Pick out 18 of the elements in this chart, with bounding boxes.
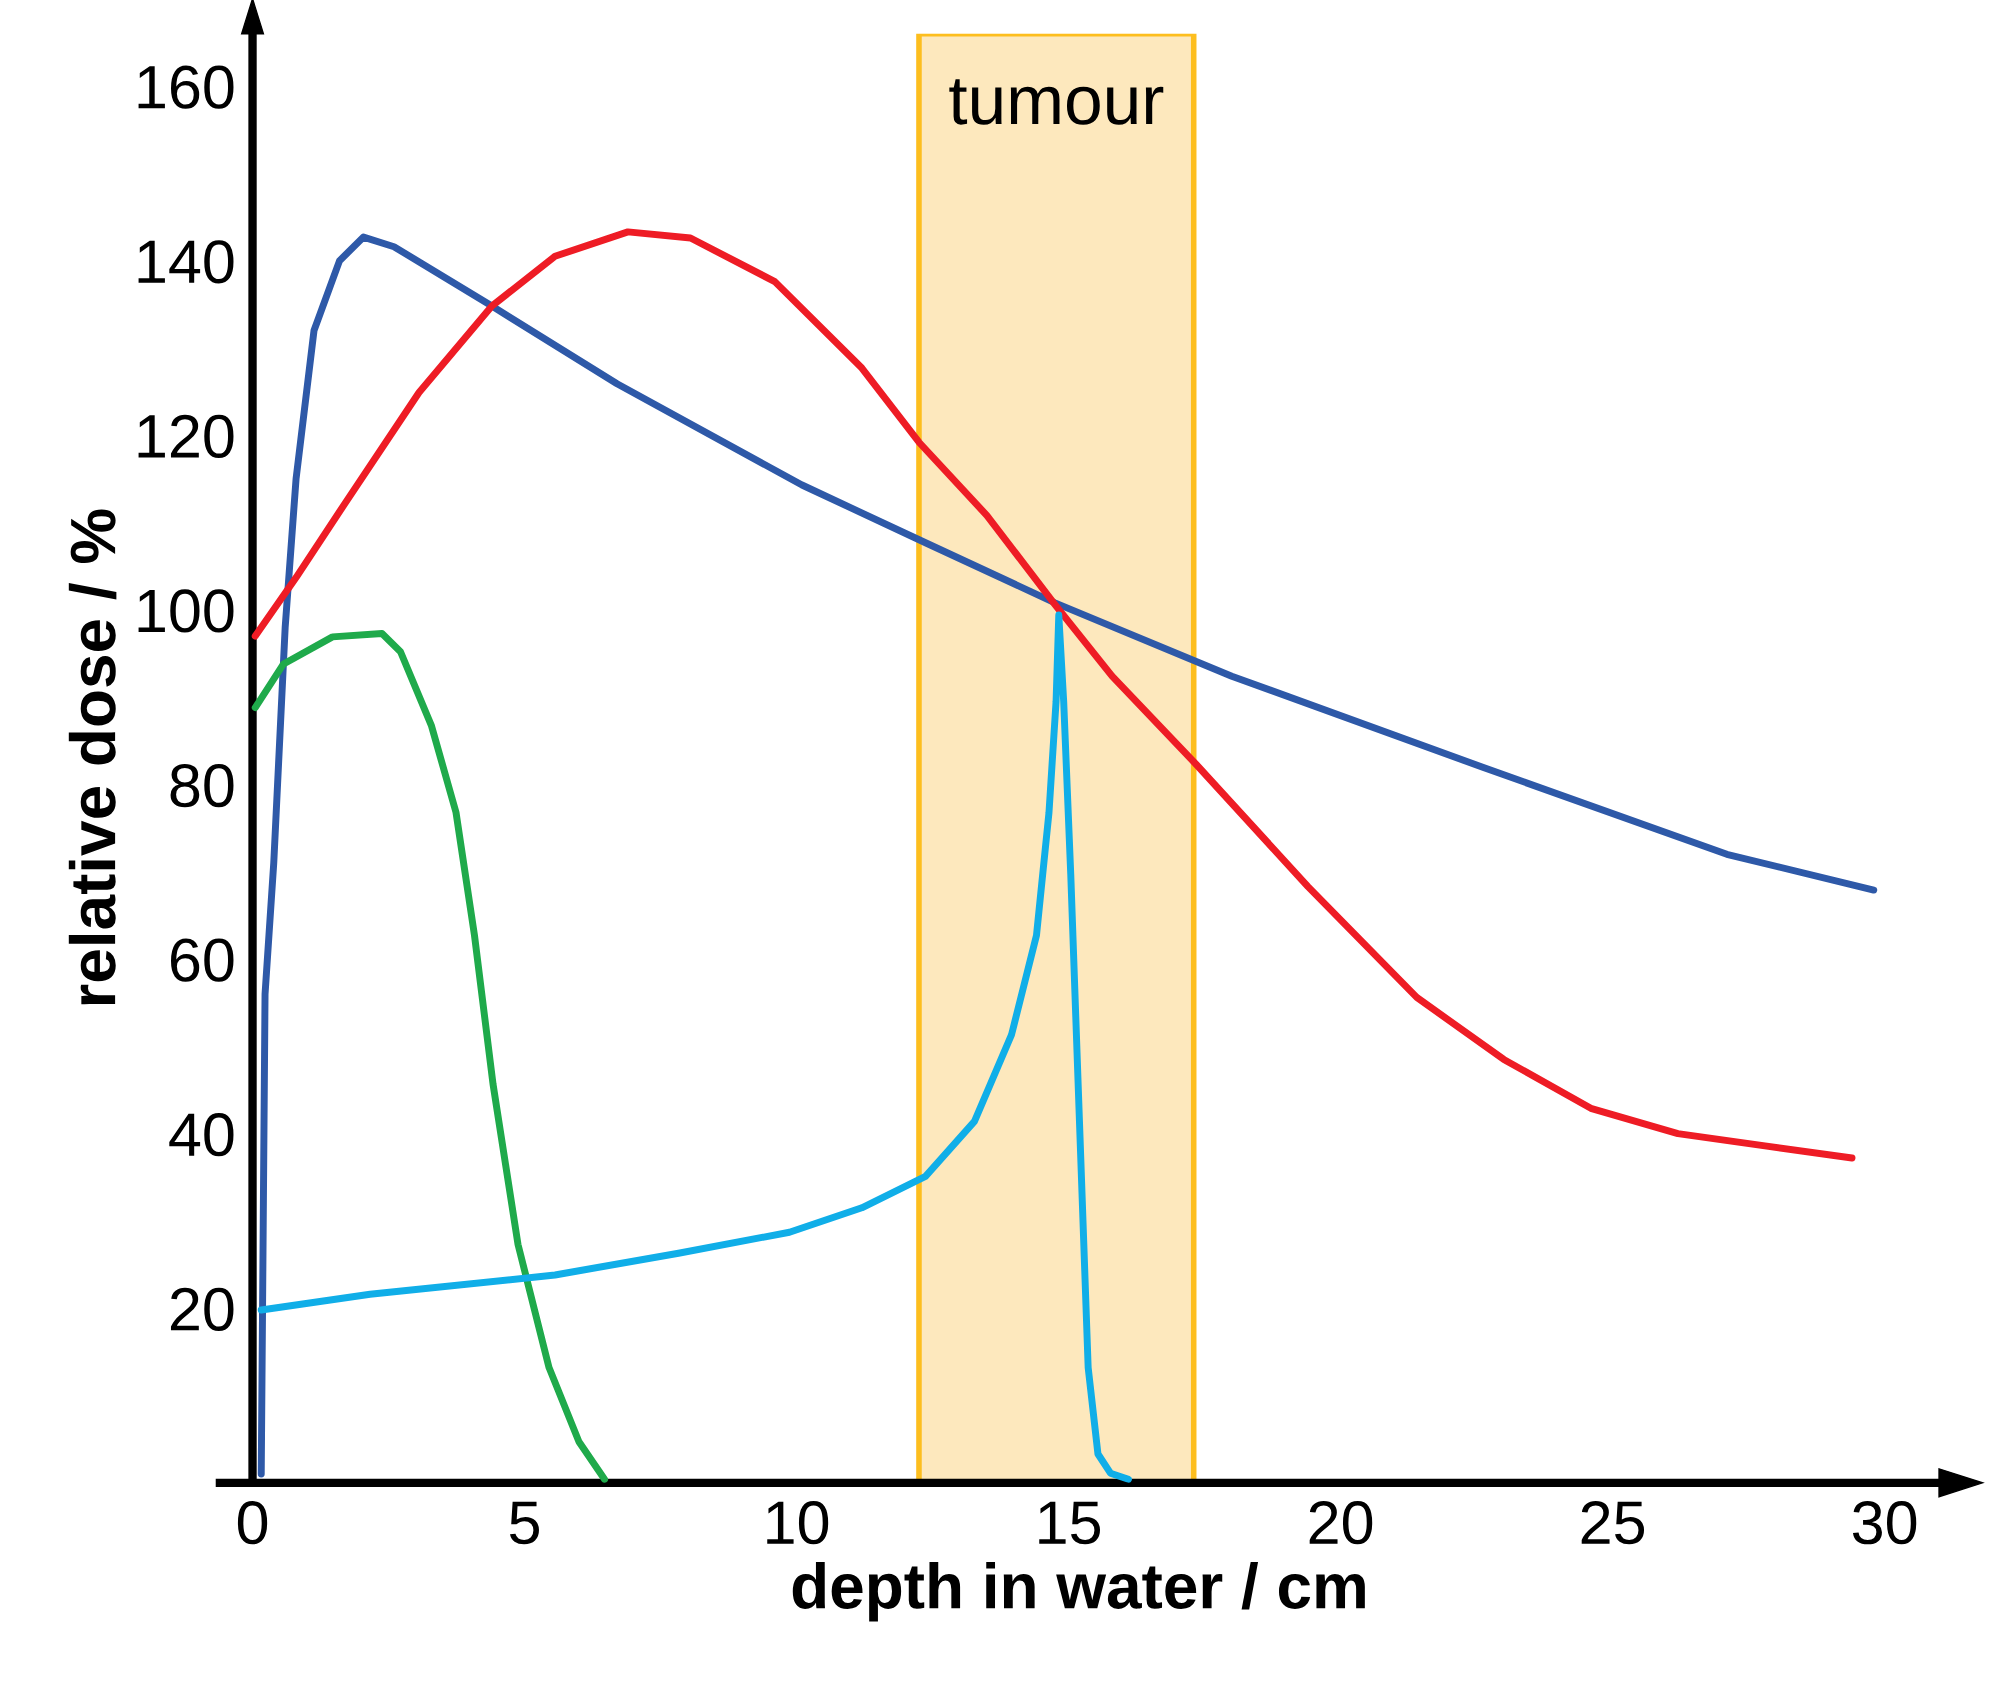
y-tick-label: 120 [138,414,234,458]
x-tick-label: 15 [1039,1501,1101,1545]
y-tick-label: 20 [170,1287,234,1331]
x-tick-label: 25 [1581,1501,1645,1545]
y-axis-title: relative dose / % [68,509,117,1005]
y-tick-label: 80 [170,763,234,808]
y-tick-label: 60 [171,938,234,982]
x-axis-title: depth in water / cm [792,1561,1365,1622]
x-tick-label: 0 [237,1501,268,1545]
x-tick-label: 10 [767,1501,829,1545]
x-tick-label: 5 [510,1501,539,1545]
x-tick-label: 20 [1309,1501,1373,1545]
band-label: tumour [949,79,1164,125]
y-tick-label: 160 [138,65,234,109]
y-tick-label: 40 [169,1113,234,1157]
x-tick-label: 30 [1852,1501,1917,1545]
y-tick-label: 140 [138,240,234,284]
y-tick-label: 100 [138,589,234,633]
